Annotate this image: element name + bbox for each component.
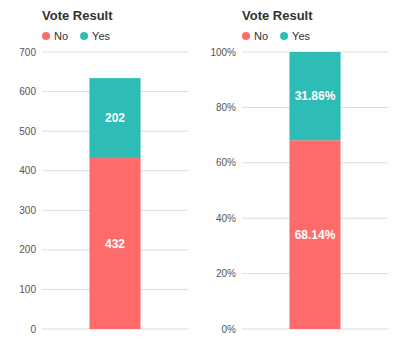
legend-swatch bbox=[42, 32, 50, 40]
y-tick-label: 500 bbox=[19, 126, 36, 137]
y-tick-label: 20% bbox=[216, 268, 236, 279]
legend-item: No bbox=[242, 30, 268, 42]
bar-segment bbox=[289, 140, 340, 329]
y-tick-label: 60% bbox=[216, 157, 236, 168]
legend-item: Yes bbox=[280, 30, 310, 42]
data-label: 202 bbox=[105, 111, 125, 125]
legend-item: Yes bbox=[80, 30, 110, 42]
y-tick-label: 300 bbox=[19, 205, 36, 216]
plot-area bbox=[89, 78, 140, 329]
legend-swatch bbox=[80, 32, 88, 40]
grid-line bbox=[42, 52, 188, 53]
y-tick-label: 80% bbox=[216, 102, 236, 113]
y-tick-label: 600 bbox=[19, 86, 36, 97]
data-label: 68.14% bbox=[295, 228, 336, 242]
legend-label: No bbox=[54, 30, 68, 42]
legend-swatch bbox=[242, 32, 250, 40]
chart-title: Vote Result bbox=[42, 8, 113, 23]
bar-segment bbox=[89, 78, 140, 158]
legend-swatch bbox=[280, 32, 288, 40]
plot-area bbox=[289, 52, 340, 329]
y-tick-label: 0% bbox=[222, 324, 237, 335]
y-tick-label: 0 bbox=[30, 324, 36, 335]
data-labels: 432 202 bbox=[105, 111, 125, 250]
data-label: 432 bbox=[105, 237, 125, 251]
legend-item: No bbox=[42, 30, 68, 42]
bar-segment bbox=[289, 52, 340, 140]
chart-panel: Vote Result No Yes 0% 20% 40% 60% 80% 100% 68.14%… bbox=[210, 8, 388, 335]
chart-root: Vote Result No Yes 0 100 200 300 400 500 600 700 43… bbox=[0, 0, 400, 347]
y-tick-label: 700 bbox=[19, 47, 36, 58]
legend-label: Yes bbox=[92, 30, 110, 42]
y-tick-label: 100% bbox=[210, 47, 236, 58]
data-labels: 68.14% 31.86% bbox=[295, 89, 336, 242]
legend-label: No bbox=[254, 30, 268, 42]
chart-title: Vote Result bbox=[242, 8, 313, 23]
data-label: 31.86% bbox=[295, 89, 336, 103]
y-tick-label: 100 bbox=[19, 284, 36, 295]
y-tick-label: 200 bbox=[19, 244, 36, 255]
chart-panel: Vote Result No Yes 0 100 200 300 400 500 600 700 43… bbox=[19, 8, 188, 335]
y-tick-label: 40% bbox=[216, 213, 236, 224]
bar-segment bbox=[89, 158, 140, 329]
y-tick-label: 400 bbox=[19, 165, 36, 176]
legend-label: Yes bbox=[292, 30, 310, 42]
